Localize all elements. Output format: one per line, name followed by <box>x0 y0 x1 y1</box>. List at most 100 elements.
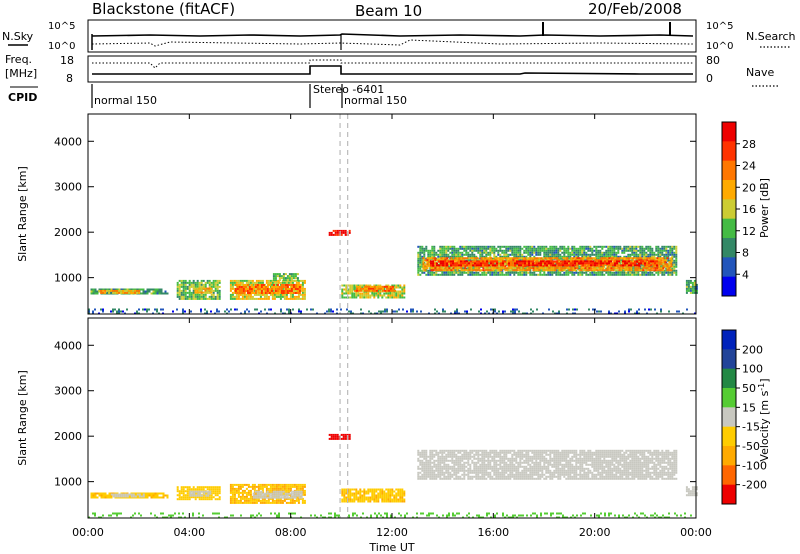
power-cell <box>184 310 186 313</box>
power-cell <box>282 273 285 276</box>
power-cell <box>138 289 141 292</box>
power-cell <box>537 273 540 276</box>
power-cell <box>284 284 287 286</box>
power-cell <box>237 295 240 298</box>
velocity-cell <box>239 495 242 498</box>
power-cell <box>532 310 534 313</box>
power-cell <box>641 263 644 266</box>
velocity-cell <box>349 496 352 499</box>
power-cell <box>619 261 622 264</box>
power-cell <box>280 275 283 278</box>
power-cell <box>272 277 275 280</box>
velocity-cell <box>245 493 248 496</box>
power-cell <box>667 259 670 262</box>
velocity-cell <box>275 483 278 486</box>
power-cell <box>581 245 584 248</box>
power-cell <box>596 269 599 272</box>
power-cell <box>617 273 620 276</box>
power-cell <box>286 284 289 286</box>
power-cell <box>440 267 443 270</box>
power-cell <box>265 297 268 300</box>
power-cell <box>508 260 510 263</box>
power-cell <box>660 263 663 266</box>
velocity-cell <box>303 489 306 492</box>
velocity-cell <box>252 494 255 497</box>
power-cell <box>496 259 499 262</box>
power-cell <box>557 251 560 254</box>
power-cell <box>301 297 304 300</box>
power-cell <box>364 285 366 288</box>
power-cell <box>178 293 181 296</box>
velocity-cell <box>206 498 209 501</box>
power-cell <box>192 279 195 282</box>
power-cell <box>528 259 531 262</box>
power-cell <box>176 293 179 296</box>
power-cell <box>255 297 258 300</box>
power-cell <box>623 249 626 252</box>
power-cell <box>675 249 678 252</box>
power-cell <box>594 264 596 267</box>
power-cell <box>474 267 477 270</box>
power-cell <box>604 262 606 265</box>
power-cell <box>602 264 604 267</box>
power-cell <box>654 260 656 263</box>
velocity-cell <box>289 499 292 502</box>
power-cell <box>124 291 127 294</box>
power-cell <box>459 255 462 258</box>
velocity-cell <box>328 437 331 440</box>
velocity-cell <box>277 485 280 488</box>
power-cell <box>523 273 526 276</box>
power-cell <box>362 287 364 290</box>
power-cell <box>689 291 692 294</box>
power-cell <box>216 285 219 288</box>
power-cell <box>359 284 362 287</box>
power-cell <box>266 288 269 290</box>
velocity-region <box>189 490 212 497</box>
power-cell <box>204 289 207 292</box>
power-cell <box>648 260 650 263</box>
power-cell <box>545 247 548 250</box>
power-cell <box>582 264 584 267</box>
power-cell <box>568 259 571 262</box>
velocity-cell <box>260 490 263 493</box>
velocity-cell <box>270 492 273 495</box>
velocity-cell <box>218 486 221 489</box>
power-cell <box>284 279 287 282</box>
power-cell <box>615 273 618 276</box>
power-cell <box>473 253 476 256</box>
power-cell <box>276 275 279 278</box>
power-cell <box>378 310 380 313</box>
velocity-cell <box>98 492 101 495</box>
power-cell <box>254 308 256 311</box>
power-cell <box>417 259 420 262</box>
power-cell <box>574 259 577 262</box>
power-cell <box>383 292 386 295</box>
power-cell <box>639 245 642 248</box>
power-cell <box>628 269 631 272</box>
power-cell <box>454 257 457 260</box>
velocity-cell <box>298 490 301 493</box>
power-cell <box>303 297 306 300</box>
power-cell <box>521 271 524 274</box>
power-cell <box>581 253 584 256</box>
cpid-panel: CPID normal 150 Stereo -6401 normal 150 <box>8 83 407 108</box>
power-cell <box>444 257 447 260</box>
power-cell <box>158 288 161 291</box>
power-cell <box>649 247 652 250</box>
power-cell <box>204 285 207 288</box>
power-cell <box>295 297 298 300</box>
velocity-cell <box>283 499 286 502</box>
power-cell <box>632 257 635 260</box>
power-cell <box>303 279 306 282</box>
power-cell <box>403 290 406 293</box>
power-cell <box>610 257 613 260</box>
power-cell <box>393 292 396 295</box>
power-cell <box>542 257 545 260</box>
power-cell <box>431 255 434 258</box>
power-cell <box>497 271 500 274</box>
power-cell <box>340 231 343 234</box>
power-cell <box>480 308 482 311</box>
power-cell <box>229 289 232 292</box>
power-cell <box>635 255 638 258</box>
power-cell <box>200 310 202 313</box>
